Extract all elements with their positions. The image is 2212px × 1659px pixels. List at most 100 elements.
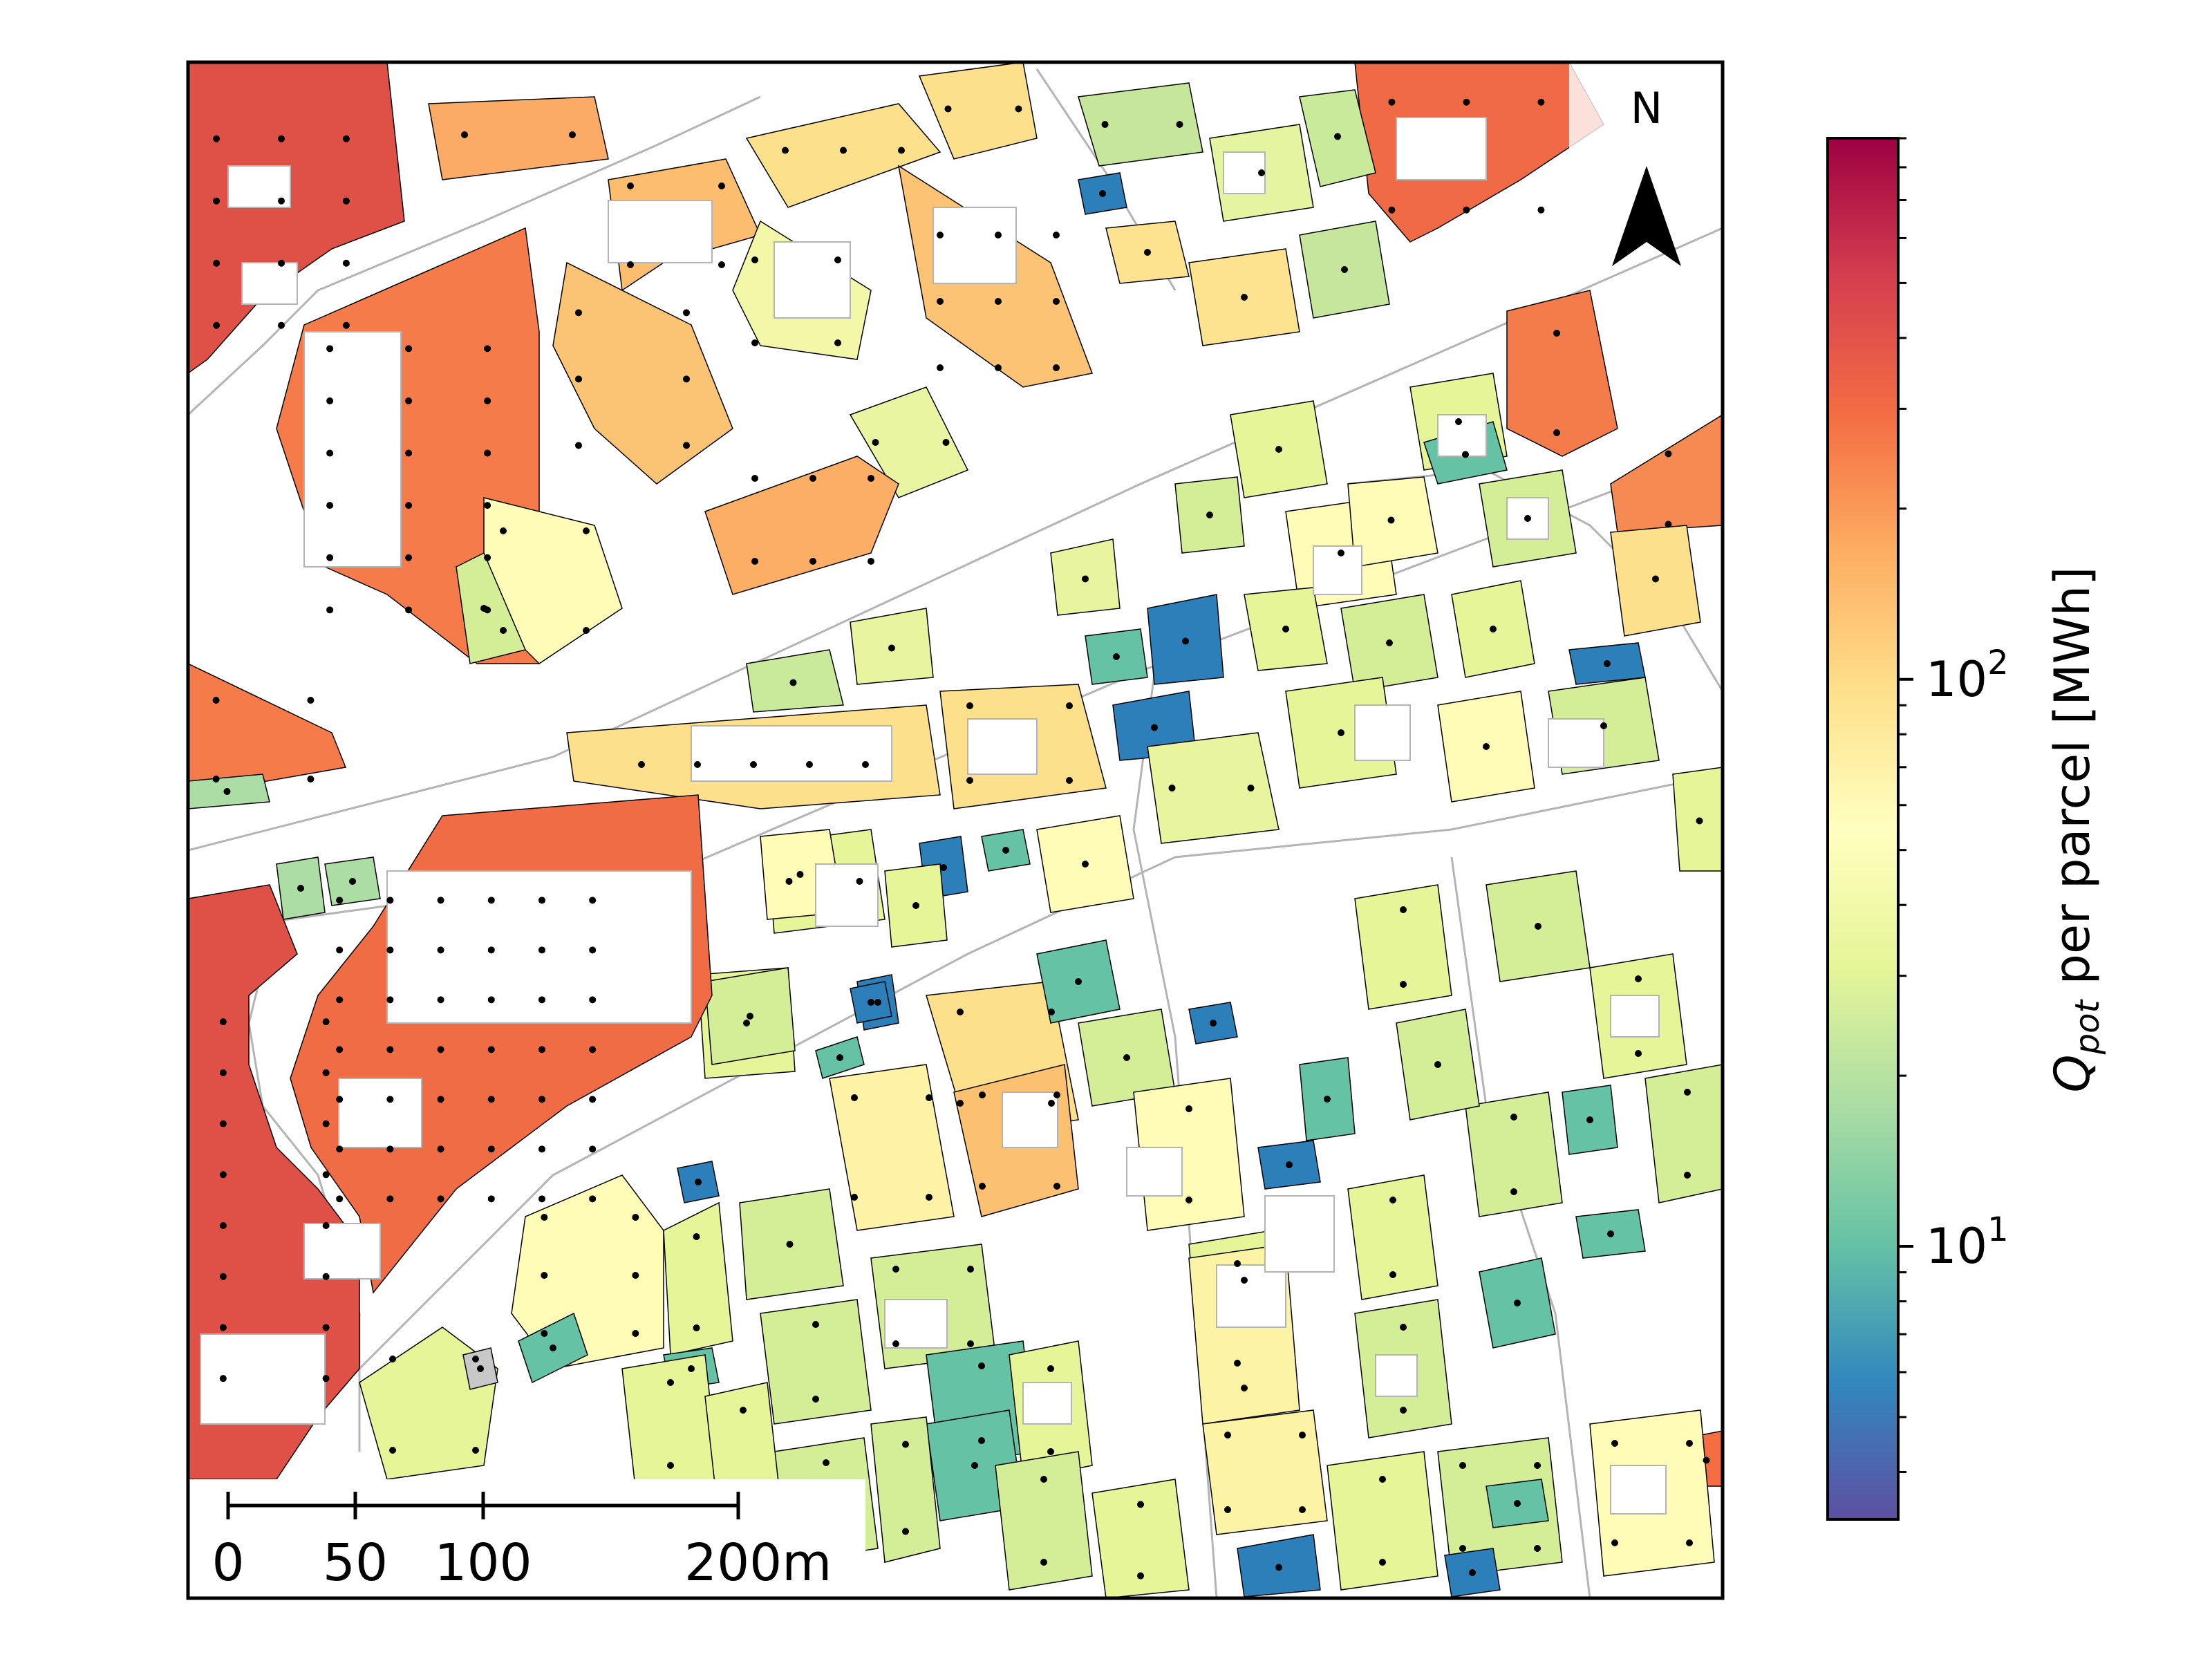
parcel[interactable]: [1354, 884, 1452, 1010]
centroid-dot: [487, 1195, 495, 1203]
centroid-dot: [667, 1462, 674, 1469]
centroid-dot: [550, 1344, 556, 1351]
colorbar-ticks: 101 102: [1898, 137, 2009, 1473]
parcel[interactable]: [849, 386, 969, 498]
parcel[interactable]: [918, 62, 1038, 160]
parcel[interactable]: [1078, 82, 1203, 167]
parcel[interactable]: [760, 1299, 872, 1425]
centroid-dot: [437, 1046, 444, 1053]
centroid-dot: [538, 946, 545, 954]
centroid-dot: [1002, 847, 1009, 854]
centroid-dot: [1611, 1539, 1618, 1546]
centroid-dot: [1247, 785, 1255, 791]
centroid-dot: [1137, 1572, 1144, 1580]
centroid-dot: [1604, 660, 1611, 667]
parcel[interactable]: [1610, 414, 1723, 533]
centroid-dot: [1389, 1197, 1396, 1203]
centroid-dot: [1113, 653, 1120, 660]
parcel[interactable]: [511, 1174, 664, 1369]
centroid-dot: [472, 1356, 479, 1362]
centroid-dot: [589, 1046, 597, 1053]
centroid-dot: [541, 1214, 548, 1221]
centroid-dot: [751, 339, 758, 346]
parcel[interactable]: [829, 1064, 955, 1231]
map-frame: [186, 60, 1725, 1600]
centroid-dot: [1686, 1440, 1693, 1447]
centroid-dot: [1537, 206, 1545, 214]
centroid-dot: [834, 256, 841, 263]
parcel[interactable]: [188, 663, 347, 796]
scale-label-0: 0: [212, 1533, 244, 1593]
centroid-dot: [888, 644, 895, 652]
centroid-dot: [487, 946, 495, 954]
centroid-dot: [386, 897, 394, 904]
parcel[interactable]: [1091, 1479, 1190, 1598]
centroid-dot: [1462, 451, 1469, 458]
centroid-dot: [1514, 1500, 1521, 1507]
centroid-dot: [219, 1273, 227, 1280]
parcel[interactable]: [995, 1451, 1093, 1591]
north-label: N: [1631, 83, 1662, 133]
centroid-dot: [1434, 1061, 1441, 1068]
map-panel[interactable]: N 0 50 100 200m: [186, 60, 1725, 1600]
centroid-dot: [326, 554, 334, 561]
centroid-dot: [1635, 975, 1642, 982]
centroid-dot: [995, 298, 1002, 305]
centroid-dot: [1665, 450, 1672, 458]
centroid-dot: [995, 364, 1002, 371]
parcel[interactable]: [663, 1201, 733, 1356]
centroid-dot: [632, 1330, 639, 1337]
parcel[interactable]: [456, 552, 527, 664]
parcel[interactable]: [870, 1416, 941, 1563]
centroid-dot: [892, 1266, 899, 1273]
centroid-dot: [219, 1171, 227, 1179]
centroid-dot: [541, 1330, 548, 1337]
parcel[interactable]: [621, 1354, 720, 1494]
centroid-dot: [322, 1120, 330, 1127]
centroid-dot: [1607, 1230, 1614, 1237]
centroid-dot: [944, 105, 952, 113]
parcel[interactable]: [1506, 290, 1618, 457]
colorbar-label-sub: pot: [2068, 999, 2107, 1056]
centroid-dot: [1510, 1188, 1517, 1195]
centroid-dot: [1537, 98, 1545, 106]
parcel[interactable]: [1147, 732, 1280, 844]
centroid-dot: [1553, 330, 1560, 337]
centroid-dot: [213, 259, 221, 267]
parcel[interactable]: [1465, 1091, 1563, 1217]
centroid-dot: [538, 1195, 545, 1203]
centroid-dot: [683, 375, 690, 383]
parcel[interactable]: [1327, 1451, 1438, 1591]
centroid-dot: [695, 1179, 702, 1185]
centroid-dot: [1075, 978, 1082, 985]
centroid-dot: [971, 1462, 978, 1469]
centroid-dot: [627, 182, 634, 189]
centroid-dot: [1387, 516, 1395, 524]
centroid-dot: [1703, 1456, 1710, 1464]
centroid-dot: [1586, 1116, 1593, 1123]
centroid-dot: [405, 397, 413, 404]
centroid-dot: [386, 996, 394, 1004]
parcel[interactable]: [745, 103, 941, 208]
centroid-dot: [461, 131, 468, 138]
centroid-dot: [1338, 729, 1344, 736]
centroid-dot: [627, 261, 634, 268]
centroid-dot: [688, 1365, 695, 1372]
centroid-dot: [1101, 121, 1109, 128]
parcel[interactable]: [552, 261, 733, 485]
centroid-dot: [957, 1009, 964, 1015]
centroid-dot: [487, 897, 495, 904]
parcel[interactable]: [1644, 1064, 1723, 1203]
centroid-dot: [1048, 1009, 1055, 1015]
parcel[interactable]: [428, 96, 609, 180]
centroid-dot: [751, 475, 758, 482]
centroid-dot: [297, 885, 304, 892]
centroid-dot: [538, 996, 545, 1004]
centroid-dot: [1510, 1114, 1517, 1121]
north-arrow[interactable]: N: [1569, 64, 1721, 266]
parcel[interactable]: [359, 1327, 498, 1480]
centroid-dot: [1389, 1271, 1396, 1278]
parcel[interactable]: [1202, 1409, 1328, 1535]
parcel-centroids: [212, 98, 1710, 1580]
parcel[interactable]: [1347, 1174, 1438, 1300]
